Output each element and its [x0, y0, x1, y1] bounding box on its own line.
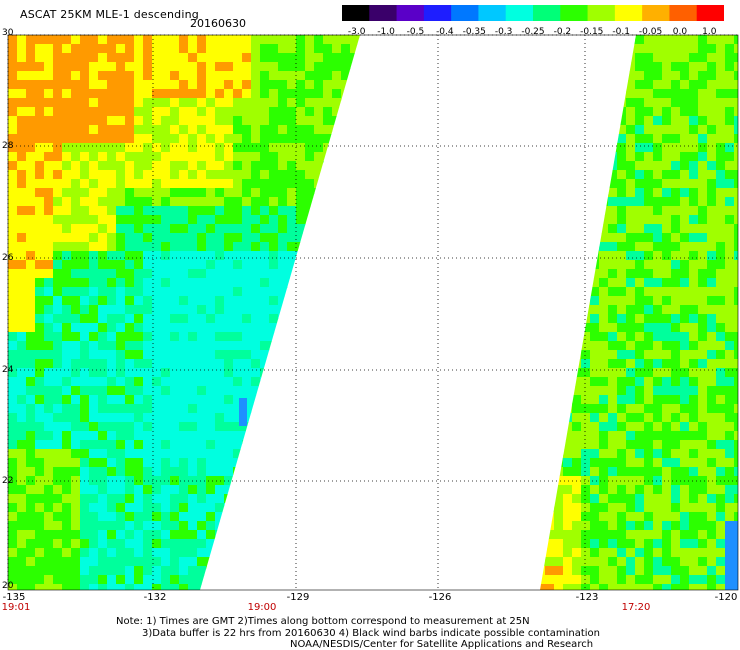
- lon-label-129: -129: [286, 592, 310, 603]
- map-frame: [7, 34, 739, 591]
- time-label-1720: 17:20: [621, 602, 651, 613]
- colorbar-segment: [478, 5, 507, 21]
- note-line-1: Note: 1) Times are GMT 2)Times along bot…: [116, 616, 530, 627]
- colorbar-segment: [587, 5, 616, 21]
- colorbar-tick-label: -0.15: [580, 27, 604, 37]
- colorbar-tick-label: -0.35: [462, 27, 486, 37]
- lon-label-132: -132: [143, 592, 167, 603]
- graticule: [7, 34, 738, 590]
- lon-label-123: -123: [575, 592, 599, 603]
- colorbar-tick-label: -0.05: [638, 27, 663, 37]
- note-line-3: NOAA/NESDIS/Center for Satellite Applica…: [290, 639, 594, 650]
- colorbar-segment: [614, 5, 643, 21]
- colorbar-segment: [669, 5, 698, 21]
- colorbar-tick-label: -0.5: [406, 27, 425, 37]
- colorbar-tick-label: -3.0: [347, 27, 366, 37]
- colorbar-segment: [560, 5, 589, 21]
- lat-label-26: 26: [2, 253, 14, 263]
- time-label-1900: 19:00: [247, 602, 277, 613]
- colorbar-tick-label: -1.0: [377, 27, 395, 37]
- lon-label-135: -135: [2, 592, 26, 603]
- colorbar-segment: [696, 5, 724, 21]
- colorbar-tick-label: -0.25: [521, 27, 545, 37]
- lat-label-30: 30: [2, 28, 14, 38]
- colorbar-tick-label: -0.3: [494, 27, 513, 37]
- colorbar-segment: [396, 5, 425, 21]
- lat-label-28: 28: [2, 141, 14, 151]
- lat-label-24: 24: [2, 365, 14, 375]
- colorbar-segment: [505, 5, 534, 21]
- colorbar: [342, 5, 724, 21]
- colorbar-tick-label: -0.4: [436, 27, 454, 37]
- time-label-1901: 19:01: [1, 602, 31, 613]
- colorbar-tick-label: 1.0: [702, 27, 717, 37]
- colorbar-segment: [369, 5, 398, 21]
- map-title: ASCAT 25KM MLE-1 descending: [20, 8, 199, 21]
- note-line-2: 3)Data buffer is 22 hrs from 20160630 4)…: [142, 628, 600, 639]
- lon-label-126: -126: [428, 592, 452, 603]
- colorbar-tick-label: -0.1: [612, 27, 630, 37]
- colorbar-segment: [342, 5, 370, 21]
- colorbar-segment: [423, 5, 452, 21]
- right-swath: [540, 35, 738, 590]
- colorbar-segment: [451, 5, 480, 21]
- left-swath: [8, 35, 360, 590]
- map-date: 20160630: [190, 17, 246, 30]
- lat-label-20: 20: [2, 581, 14, 591]
- lon-label-120: -120: [714, 592, 738, 603]
- lat-label-22: 22: [2, 476, 14, 486]
- colorbar-segment: [533, 5, 561, 21]
- colorbar-tick-label: 0.0: [672, 27, 688, 37]
- colorbar-tick-label: -0.2: [553, 27, 572, 37]
- colorbar-segment: [642, 5, 671, 21]
